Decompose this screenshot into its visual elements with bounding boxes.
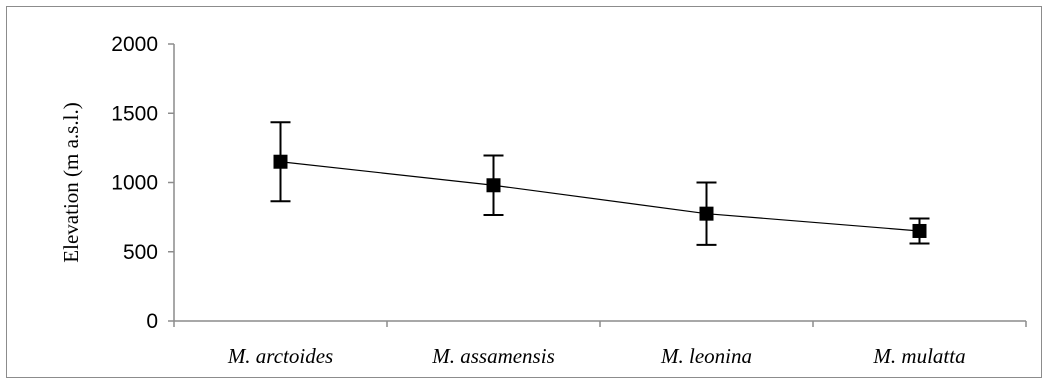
y-axis-title: Elevation (m a.s.l.) — [59, 102, 83, 262]
series-elevation — [270, 121, 930, 246]
x-axis: M. arctoides M. assamensis M. leonina M. mu… — [173, 320, 1027, 368]
x-tick-label: M. assamensis — [431, 344, 555, 368]
y-tick-label: 500 — [123, 241, 158, 264]
y-tick-label: 1000 — [111, 172, 158, 195]
chart-frame — [6, 6, 1042, 378]
data-point — [699, 206, 714, 221]
y-tick-label: 1500 — [111, 102, 158, 125]
y-tick-label: 0 — [146, 310, 158, 333]
data-point — [486, 178, 501, 193]
x-tick-label: M. leonina — [660, 344, 752, 368]
series-line — [280, 161, 920, 232]
x-tick-label: M. mulatta — [872, 344, 965, 368]
x-tick-label: M. arctoides — [227, 344, 333, 368]
data-point — [912, 223, 927, 238]
data-point — [273, 154, 288, 169]
y-tick-label: 2000 — [111, 33, 158, 56]
y-axis: 0 500 1000 1500 2000 — [111, 33, 175, 333]
